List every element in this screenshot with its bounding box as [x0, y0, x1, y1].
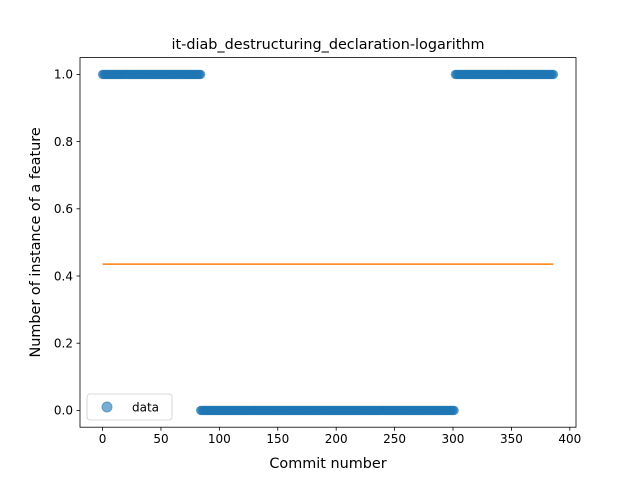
x-tick-label: 350: [500, 432, 523, 446]
x-tick-label: 250: [383, 432, 406, 446]
x-tick-label: 300: [442, 432, 465, 446]
x-axis-label: Commit number: [269, 456, 386, 472]
data-point: [195, 69, 206, 80]
chart-title: it-diab_destructuring_declaration-logari…: [172, 37, 485, 53]
x-tick-label: 150: [266, 432, 289, 446]
x-tick-label: 100: [208, 432, 231, 446]
x-tick-label: 400: [558, 432, 581, 446]
x-tick-label: 200: [325, 432, 348, 446]
axis-ticks: 0 50 100 150 200 250 300 350 400 0.0 0.2 0.4 0.6 0.8 1…: [54, 68, 581, 447]
x-tick-label: 0: [99, 432, 107, 446]
plot-area: [97, 69, 559, 416]
legend-label-data: data: [132, 401, 159, 415]
axes-frame: [79, 57, 577, 428]
legend: data: [86, 393, 173, 421]
legend-box: [86, 393, 173, 421]
y-axis-label: Number of instance of a feature: [28, 127, 44, 357]
y-tick-label: 1.0: [54, 68, 73, 82]
y-tick-label: 0.6: [54, 202, 73, 216]
legend-marker: [101, 401, 113, 413]
data-point: [449, 405, 459, 416]
y-tick-label: 0.0: [54, 404, 73, 418]
y-tick-label: 0.8: [54, 135, 73, 149]
x-tick-label: 50: [153, 432, 168, 446]
data-point: [548, 69, 559, 80]
y-tick-label: 0.4: [54, 269, 73, 283]
y-tick-label: 0.2: [54, 337, 73, 351]
